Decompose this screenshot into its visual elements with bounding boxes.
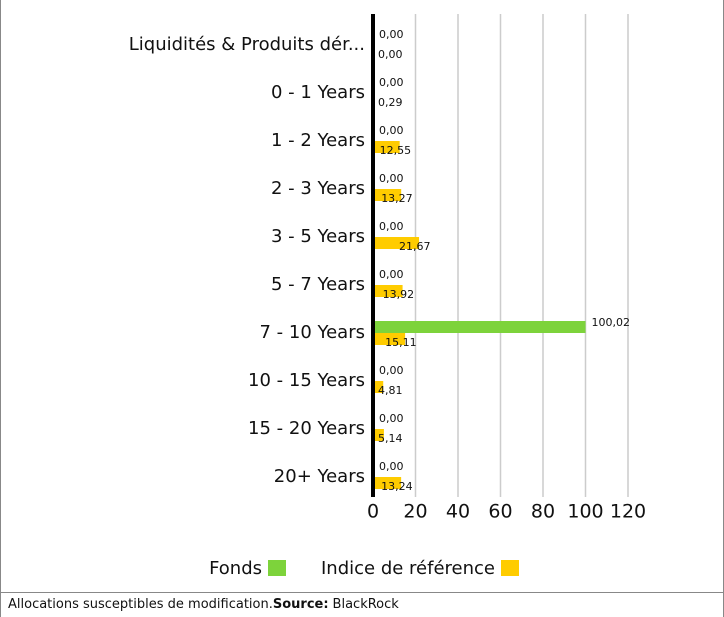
bar (373, 429, 384, 441)
legend-swatch (501, 560, 519, 576)
value-label: 100,02 (592, 316, 631, 329)
value-label: 13,24 (381, 480, 413, 493)
value-label: 13,92 (383, 288, 415, 301)
y-tick-label: 20+ Years (274, 466, 365, 487)
bar (373, 321, 586, 333)
value-label: 0,00 (379, 28, 404, 41)
y-tick-label: 7 - 10 Years (259, 322, 365, 343)
value-label: 0,00 (379, 364, 404, 377)
bar (373, 285, 403, 297)
x-tick-label: 20 (403, 501, 427, 523)
value-label: 5,14 (378, 432, 403, 445)
x-tick-label: 80 (531, 501, 555, 523)
value-label: 0,00 (379, 124, 404, 137)
bar (373, 381, 384, 393)
value-label: 21,67 (399, 240, 431, 253)
x-tick-label: 60 (488, 501, 512, 523)
value-label: 12,55 (380, 144, 412, 157)
bar (373, 141, 400, 153)
x-tick-label: 100 (567, 501, 603, 523)
y-tick-label: 10 - 15 Years (248, 370, 365, 391)
value-label: 15,11 (385, 336, 417, 349)
value-label: 0,00 (379, 220, 404, 233)
footer: Allocations susceptibles de modification… (8, 597, 399, 612)
value-label: 0,00 (379, 76, 404, 89)
footer-source-label: Source: (273, 597, 329, 612)
value-label: 0,00 (378, 48, 403, 61)
y-tick-label: 1 - 2 Years (271, 130, 365, 151)
value-label: 0,29 (378, 96, 403, 109)
value-label: 13,27 (381, 192, 413, 205)
x-tick-label: 0 (367, 501, 379, 523)
bar (373, 189, 402, 201)
value-label: 0,00 (379, 460, 404, 473)
bar (373, 333, 406, 345)
y-tick-label: 2 - 3 Years (271, 178, 365, 199)
legend-label: Indice de référence (321, 558, 495, 579)
y-tick-label: 5 - 7 Years (271, 274, 365, 295)
x-tick-label: 40 (446, 501, 470, 523)
bar (373, 237, 420, 249)
footer-note: Allocations susceptibles de modification… (8, 597, 273, 612)
footer-source: BlackRock (333, 597, 400, 612)
x-tick-label: 120 (610, 501, 646, 523)
value-label: 0,00 (379, 412, 404, 425)
bar (373, 477, 402, 489)
legend-swatch (268, 560, 286, 576)
legend-label: Fonds (209, 558, 262, 579)
y-tick-label: 3 - 5 Years (271, 226, 365, 247)
value-label: 0,00 (379, 268, 404, 281)
y-tick-label: 15 - 20 Years (248, 418, 365, 439)
value-label: 0,00 (379, 172, 404, 185)
value-label: 4,81 (378, 384, 403, 397)
y-tick-label: 0 - 1 Years (271, 82, 365, 103)
y-tick-label: Liquidités & Produits dér... (129, 34, 365, 55)
